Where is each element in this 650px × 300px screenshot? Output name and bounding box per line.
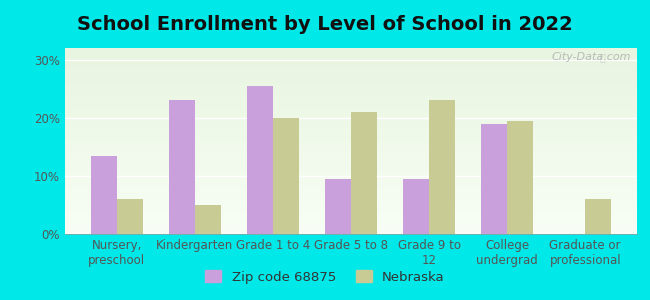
Bar (117, 199, 142, 234)
Bar (247, 86, 273, 234)
Legend: Zip code 68875, Nebraska: Zip code 68875, Nebraska (199, 264, 451, 290)
Bar (403, 179, 429, 234)
Text: City-Data.com: City-Data.com (552, 52, 631, 62)
Bar (585, 199, 611, 234)
Bar (195, 205, 220, 234)
Bar (169, 100, 195, 234)
Text: 🔍: 🔍 (600, 52, 606, 62)
Bar (351, 112, 377, 234)
Text: School Enrollment by Level of School in 2022: School Enrollment by Level of School in … (77, 15, 573, 34)
Bar (325, 179, 351, 234)
Bar (507, 121, 533, 234)
Bar (429, 100, 455, 234)
Bar (482, 124, 507, 234)
Bar (273, 118, 299, 234)
Bar (91, 155, 117, 234)
